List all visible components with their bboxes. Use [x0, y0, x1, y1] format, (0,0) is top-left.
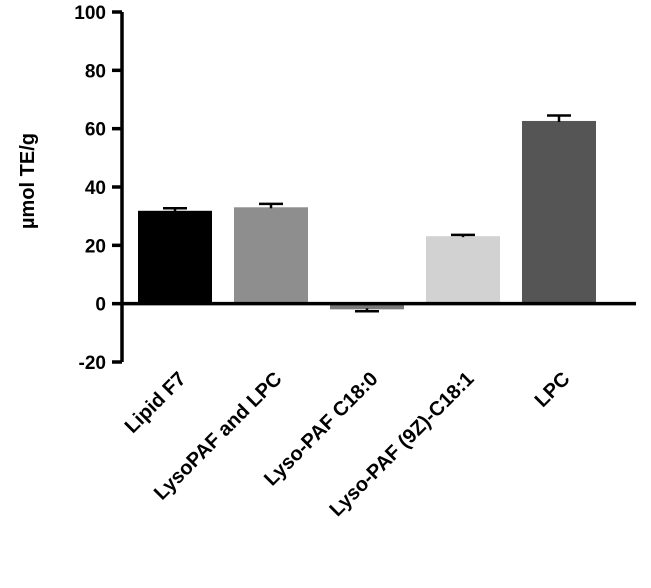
- y-tick-label: 60: [85, 120, 106, 141]
- bars-group: [138, 114, 596, 313]
- x-tick-label: LPC: [531, 368, 575, 412]
- bar: [426, 236, 500, 305]
- x-tick-label: Lipid F7: [121, 368, 191, 438]
- y-tick-label: 0: [95, 295, 106, 316]
- y-tick-label: 20: [85, 236, 106, 257]
- bar: [234, 207, 308, 305]
- y-axis: -20 0 20 40 60 80 100: [74, 3, 124, 374]
- y-tick-label: 40: [85, 178, 106, 199]
- y-tick-label: -20: [79, 353, 106, 374]
- y-tick-label: 100: [74, 3, 106, 24]
- y-axis-title: µmol TE/g: [17, 133, 39, 229]
- bar: [522, 120, 596, 305]
- y-tick-label: 80: [85, 61, 106, 82]
- bar: [138, 210, 212, 305]
